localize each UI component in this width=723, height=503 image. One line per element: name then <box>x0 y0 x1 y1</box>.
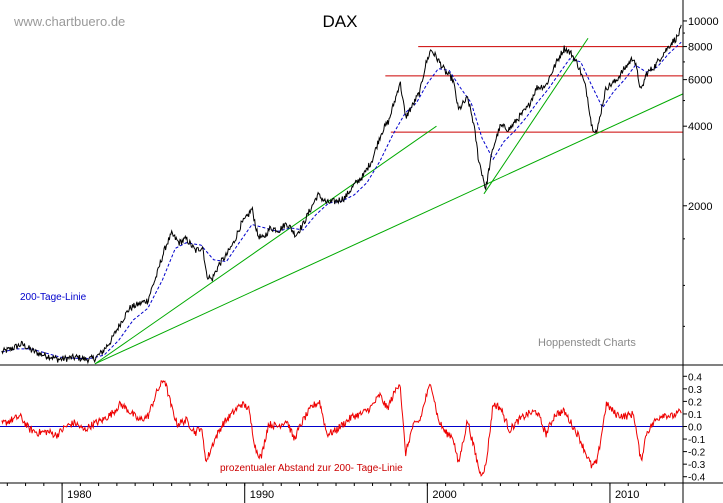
main-plot <box>1 24 684 365</box>
chart-title: DAX <box>323 12 358 31</box>
green-trendline-2 <box>94 93 684 365</box>
x-tick-label-1: 1980 <box>67 489 91 501</box>
y-tick-label-main-3: 6000 <box>688 75 712 87</box>
ma-label: 200-Tage-Linie <box>20 292 87 303</box>
y-tick-label-osc-9: -0.4 <box>688 473 706 484</box>
y-tick-label-osc-1: 0.4 <box>688 372 702 383</box>
y-tick-label-osc-3: 0.2 <box>688 397 702 408</box>
watermark: www.chartbuero.de <box>13 14 125 29</box>
y-tick-label-osc-7: -0.2 <box>688 448 706 459</box>
x-tick-label-4: 2010 <box>615 489 639 501</box>
oscillator-line <box>1 380 682 477</box>
y-tick-label-main-4: 4000 <box>688 121 712 133</box>
y-tick-label-main-5: 2000 <box>688 201 712 213</box>
ma-200-line <box>1 41 682 360</box>
y-tick-label-osc-8: -0.3 <box>688 460 706 471</box>
x-tick-label-3: 2000 <box>432 489 456 501</box>
oscillator-plot <box>0 380 683 477</box>
green-trendline-1 <box>94 125 437 365</box>
y-tick-label-osc-2: 0.3 <box>688 385 702 396</box>
y-tick-label-main-1: 10000 <box>688 16 719 28</box>
source-label: Hoppenstedt Charts <box>538 337 636 349</box>
dax-price-line <box>1 24 682 365</box>
y-tick-label-osc-5: 0.0 <box>688 423 702 434</box>
oscillator-label: prozentualer Abstand zur 200- Tage-Linie <box>220 463 403 474</box>
y-tick-label-osc-4: 0.1 <box>688 410 702 421</box>
x-tick-label-2: 1990 <box>250 489 274 501</box>
y-tick-label-osc-6: -0.1 <box>688 435 706 446</box>
y-tick-label-main-2: 8000 <box>688 42 712 54</box>
green-trendline-3 <box>483 37 589 195</box>
